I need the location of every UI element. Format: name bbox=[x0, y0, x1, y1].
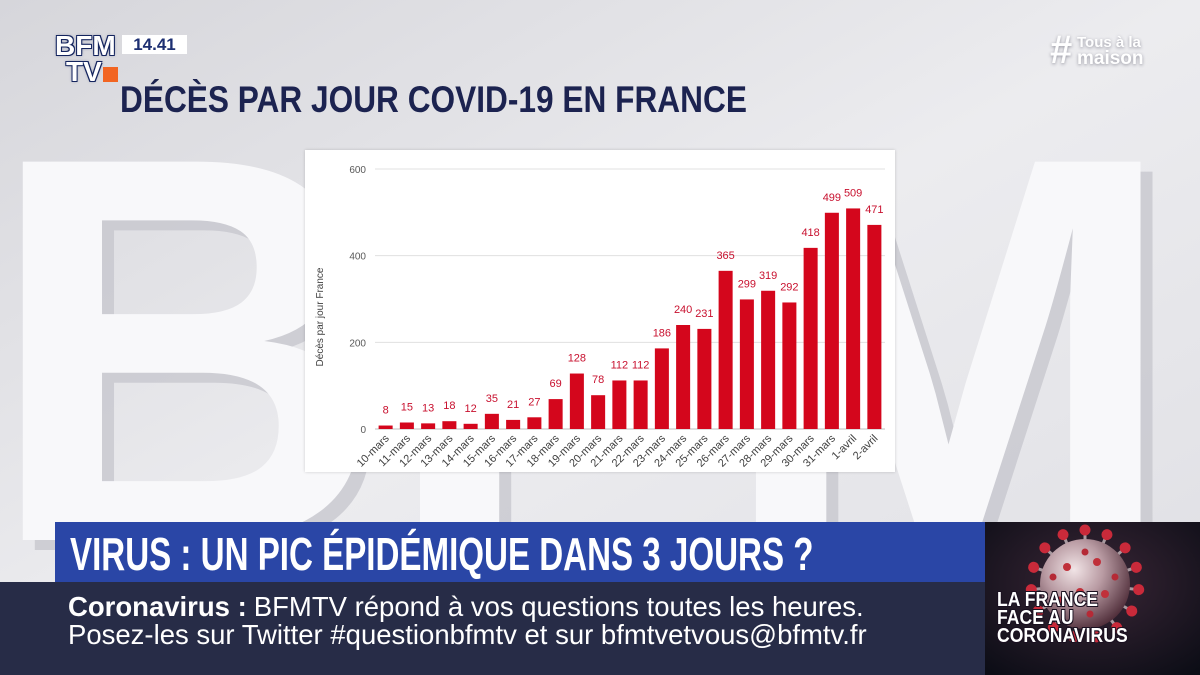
value-label-17-mars: 27 bbox=[528, 396, 540, 408]
value-label-22-mars: 112 bbox=[632, 359, 650, 371]
ticker-line-2: Posez-les sur Twitter #questionbfmtv et … bbox=[68, 619, 867, 650]
bar-16-mars bbox=[506, 419, 521, 429]
bar-2-avril bbox=[867, 224, 882, 429]
virus-spot bbox=[1063, 563, 1071, 571]
hashtag-line-2: maison bbox=[1077, 48, 1144, 69]
ticker-bar: Coronavirus : BFMTV répond à vos question… bbox=[0, 582, 985, 675]
value-label-11-mars: 15 bbox=[401, 402, 413, 414]
value-label-20-mars: 78 bbox=[592, 374, 604, 386]
clock: 14.41 bbox=[122, 35, 187, 54]
y-tick-label-600: 600 bbox=[349, 165, 366, 176]
coronavirus-illustration bbox=[985, 522, 1200, 675]
value-label-26-mars: 365 bbox=[716, 250, 734, 262]
y-tick-label-400: 400 bbox=[349, 252, 366, 263]
bar-22-mars bbox=[633, 380, 648, 429]
channel-logo: BFM TV bbox=[55, 32, 121, 88]
hashtag-line-1: Tous à la bbox=[1077, 34, 1141, 51]
virus-spot bbox=[1056, 596, 1064, 604]
value-label-10-mars: 8 bbox=[383, 405, 389, 417]
program-tile: LA FRANCE FACE AU CORONAVIRUS bbox=[985, 522, 1200, 675]
value-label-18-mars: 69 bbox=[550, 378, 562, 390]
bar-12-mars bbox=[421, 423, 436, 429]
logo-text-bottom: TV bbox=[66, 56, 102, 87]
virus-spot bbox=[1101, 590, 1109, 598]
bar-13-mars bbox=[442, 421, 457, 429]
bar-10-mars bbox=[378, 425, 393, 429]
bar-24-mars bbox=[676, 325, 691, 429]
virus-spot bbox=[1111, 573, 1119, 581]
ticker-text-1: BFMTV répond à vos questions toutes les … bbox=[253, 591, 864, 622]
y-tick-label-0: 0 bbox=[360, 425, 366, 436]
value-label-27-mars: 299 bbox=[738, 278, 756, 290]
y-tick-label-200: 200 bbox=[349, 338, 366, 349]
program-title: LA FRANCE FACE AU CORONAVIRUS bbox=[997, 589, 1146, 647]
value-label-31-mars: 499 bbox=[823, 192, 841, 204]
value-label-23-mars: 186 bbox=[653, 327, 671, 339]
value-label-30-mars: 418 bbox=[801, 227, 819, 239]
headline-text: VIRUS : UN PIC ÉPIDÉMIQUE DANS 3 JOURS ? bbox=[70, 528, 814, 580]
bar-30-mars bbox=[803, 247, 818, 429]
bar-27-mars bbox=[739, 299, 754, 429]
headline-banner: VIRUS : UN PIC ÉPIDÉMIQUE DANS 3 JOURS ? bbox=[55, 522, 985, 582]
virus-sphere bbox=[1040, 539, 1130, 629]
virus-spot bbox=[1076, 588, 1084, 596]
bar-1-avril bbox=[846, 208, 861, 429]
ticker-label: Coronavirus : bbox=[68, 591, 247, 622]
value-label-15-mars: 35 bbox=[486, 393, 498, 405]
bar-15-mars bbox=[484, 413, 499, 429]
program-title-line-3: CORONAVIRUS bbox=[997, 625, 1128, 647]
chart-title: DÉCÈS PAR JOUR COVID-19 EN FRANCE bbox=[120, 79, 747, 120]
value-label-13-mars: 18 bbox=[443, 400, 455, 412]
bar-18-mars bbox=[548, 399, 563, 429]
bar-29-mars bbox=[782, 302, 797, 429]
program-title-line-2: FACE AU bbox=[997, 607, 1074, 629]
bar-11-mars bbox=[399, 422, 414, 429]
value-label-14-mars: 12 bbox=[465, 403, 477, 415]
value-label-19-mars: 128 bbox=[568, 353, 586, 365]
bar-21-mars bbox=[612, 380, 627, 429]
logo-accent-square bbox=[103, 67, 118, 82]
value-label-28-mars: 319 bbox=[759, 270, 777, 282]
bar-25-mars bbox=[697, 328, 712, 429]
bar-28-mars bbox=[761, 290, 776, 429]
virus-spot bbox=[1093, 558, 1101, 566]
x-tick-label-2-avril: 2-avril bbox=[851, 433, 881, 463]
hashtag-badge: # Tous à la maison bbox=[1050, 30, 1150, 72]
bar-chart: Décès par jour France 0200400600810-mars… bbox=[315, 165, 885, 470]
program-title-line-1: LA FRANCE bbox=[997, 589, 1099, 611]
value-label-1-avril: 509 bbox=[844, 187, 862, 199]
bar-26-mars bbox=[718, 270, 733, 429]
bar-23-mars bbox=[654, 348, 669, 429]
bar-19-mars bbox=[569, 373, 584, 429]
value-label-21-mars: 112 bbox=[611, 359, 629, 371]
virus-spot bbox=[1049, 573, 1057, 581]
bar-20-mars bbox=[591, 395, 606, 429]
y-axis-title: Décès par jour France bbox=[315, 267, 326, 366]
virus-spot bbox=[1086, 610, 1094, 618]
value-label-25-mars: 231 bbox=[695, 308, 713, 320]
bar-31-mars bbox=[824, 212, 839, 429]
bar-14-mars bbox=[463, 423, 478, 429]
hashtag-symbol: # bbox=[1050, 28, 1073, 72]
value-label-2-avril: 471 bbox=[865, 204, 883, 216]
bar-17-mars bbox=[527, 417, 542, 429]
value-label-12-mars: 13 bbox=[422, 402, 434, 414]
value-label-24-mars: 240 bbox=[674, 304, 692, 316]
logo-text-top: BFM bbox=[55, 30, 116, 61]
virus-spot bbox=[1081, 548, 1089, 556]
ticker-line-1: Coronavirus : BFMTV répond à vos question… bbox=[68, 593, 864, 621]
value-label-16-mars: 21 bbox=[507, 399, 519, 411]
value-label-29-mars: 292 bbox=[780, 281, 798, 293]
chart-panel: Décès par jour France 0 200 400 600 8 10-mars… bbox=[305, 150, 895, 472]
